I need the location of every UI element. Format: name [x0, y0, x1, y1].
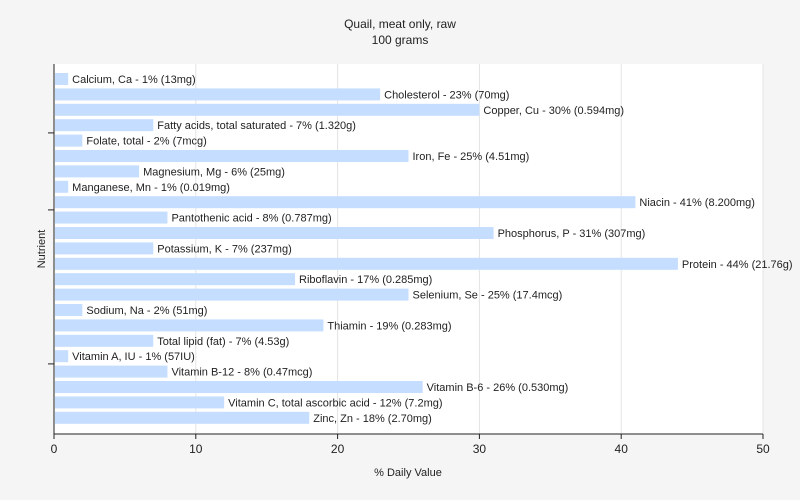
- bar-label: Folate, total - 2% (7mcg): [86, 136, 206, 148]
- bar: [55, 242, 154, 255]
- bar-label: Pantothenic acid - 8% (0.787mg): [171, 213, 331, 225]
- chart-title: Quail, meat only, raw: [344, 17, 456, 31]
- bar-label: Protein - 44% (21.76g): [682, 259, 793, 271]
- x-tick-label: 20: [331, 442, 345, 456]
- y-axis-title: Nutrient: [36, 230, 48, 269]
- bar: [55, 411, 310, 424]
- bar: [55, 396, 225, 409]
- bar-label: Thiamin - 19% (0.283mg): [327, 320, 451, 332]
- bar: [55, 165, 140, 178]
- bar: [55, 134, 83, 147]
- bar: [55, 103, 480, 116]
- bar-label: Fatty acids, total saturated - 7% (1.320…: [157, 120, 356, 132]
- bar-label: Manganese, Mn - 1% (0.019mg): [72, 182, 230, 194]
- bar: [55, 211, 168, 224]
- bar: [55, 334, 154, 347]
- bar: [55, 319, 324, 332]
- axes: 0 10 20 30 40 50: [48, 64, 770, 456]
- bar: [55, 381, 423, 393]
- bar: [55, 365, 168, 378]
- bar: [55, 304, 83, 316]
- x-tick-label: 40: [615, 442, 629, 456]
- bar-label: Total lipid (fat) - 7% (4.53g): [157, 336, 289, 348]
- bar-label: Selenium, Se - 25% (17.4mcg): [413, 290, 563, 302]
- bar: [55, 350, 69, 363]
- plot-area: [54, 64, 763, 434]
- x-axis-title: % Daily Value: [374, 467, 442, 479]
- bars: [55, 73, 678, 424]
- bar: [55, 227, 494, 239]
- bar: [55, 88, 381, 101]
- bar-label: Calcium, Ca - 1% (13mg): [72, 74, 195, 86]
- x-tick-label: 50: [756, 442, 770, 456]
- bar-labels: Calcium, Ca - 1% (13mg) Cholesterol - 23%…: [72, 74, 792, 425]
- bar: [55, 288, 409, 301]
- bar: [55, 273, 296, 286]
- bar-label: Riboflavin - 17% (0.285mg): [299, 274, 432, 286]
- gridlines: [195, 64, 764, 434]
- bar: [55, 73, 69, 85]
- bar-label: Phosphorus, P - 31% (307mg): [498, 228, 646, 240]
- bar-label: Vitamin C, total ascorbic acid - 12% (7.…: [228, 397, 442, 409]
- bar: [55, 150, 409, 162]
- bar-label: Iron, Fe - 25% (4.51mg): [413, 151, 530, 163]
- bar-label: Potassium, K - 7% (237mg): [157, 243, 292, 255]
- x-tick-label: 10: [189, 442, 203, 456]
- x-tick-label: 0: [51, 442, 58, 456]
- bar-label: Sodium, Na - 2% (51mg): [86, 305, 207, 317]
- bar: [55, 257, 678, 270]
- bar-label: Vitamin B-6 - 26% (0.530mg): [427, 382, 569, 394]
- bar-label: Copper, Cu - 30% (0.594mg): [483, 105, 624, 117]
- bar-label: Niacin - 41% (8.200mg): [639, 197, 755, 209]
- bar: [55, 119, 154, 132]
- bar-label: Vitamin A, IU - 1% (57IU): [72, 351, 195, 363]
- bar-label: Zinc, Zn - 18% (2.70mg): [313, 413, 432, 425]
- bar-label: Magnesium, Mg - 6% (25mg): [143, 166, 285, 178]
- bar-label: Cholesterol - 23% (70mg): [384, 89, 509, 101]
- chart-subtitle: 100 grams: [371, 33, 429, 47]
- x-tick-label: 30: [473, 442, 487, 456]
- bar: [55, 196, 636, 209]
- bar-label: Vitamin B-12 - 8% (0.47mcg): [171, 367, 312, 379]
- bar: [55, 180, 69, 193]
